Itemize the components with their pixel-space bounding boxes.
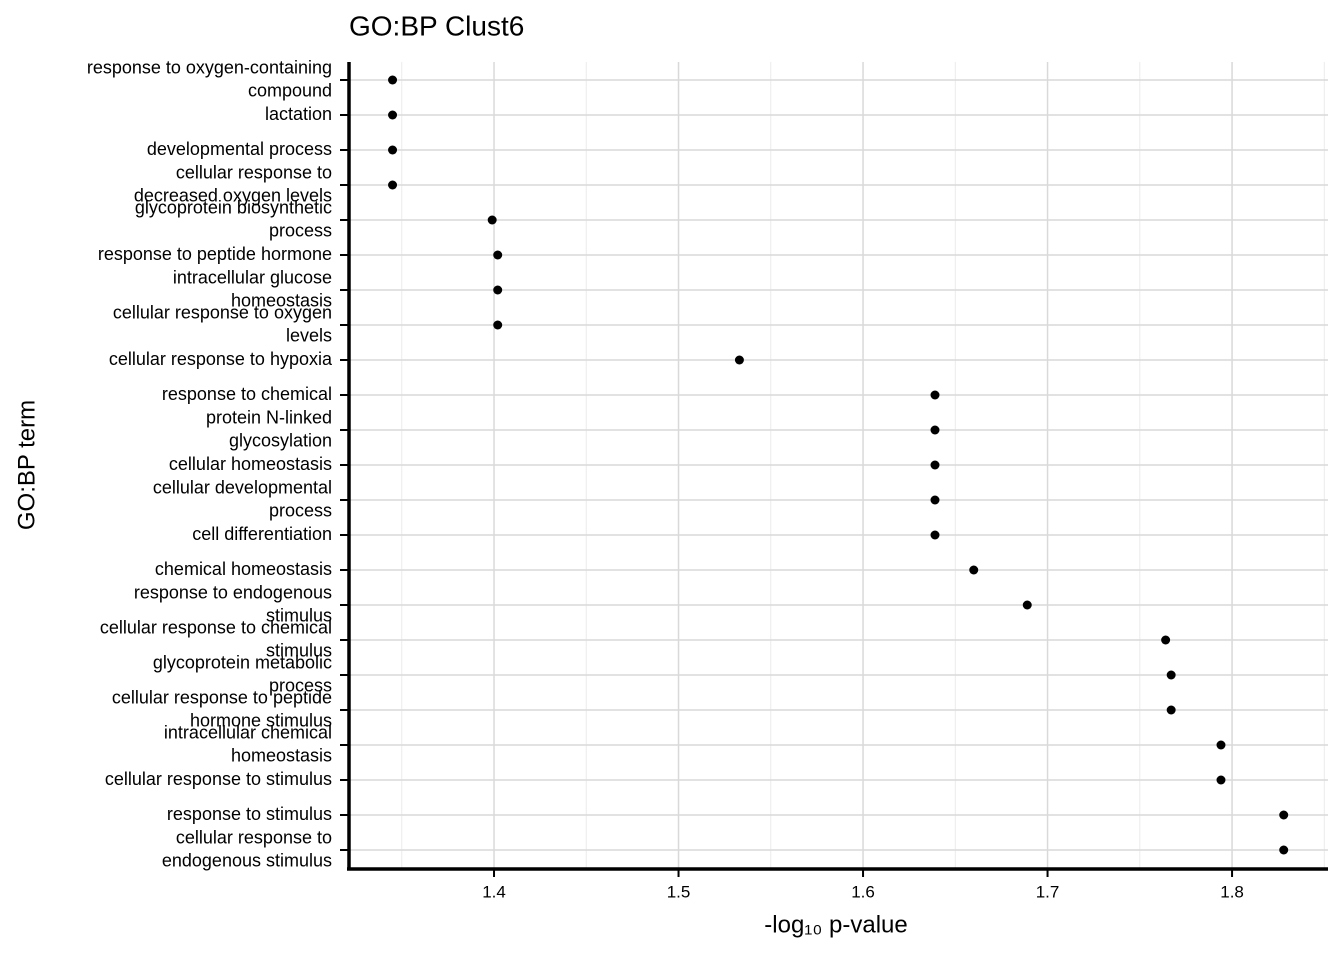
dot <box>930 530 940 540</box>
y-tick-label: chemical homeostasis <box>155 559 332 579</box>
y-tick-label: response to chemical <box>162 384 332 404</box>
dot <box>493 250 503 260</box>
x-tick-label: 1.7 <box>1036 882 1060 901</box>
y-tick-label: glycoprotein biosynthetic process <box>135 197 332 240</box>
x-tick-label: 1.6 <box>851 882 875 901</box>
chart-title: GO:BP Clust6 <box>349 10 524 41</box>
x-tick-label: 1.5 <box>667 882 691 901</box>
dot <box>1279 845 1289 855</box>
y-tick-label: cellular response to peptide hormone stim… <box>112 687 332 730</box>
dot <box>1216 740 1226 750</box>
x-axis-title: -log₁₀ p-value <box>764 911 907 938</box>
dot <box>388 180 398 190</box>
y-tick-label: cellular developmental process <box>153 477 332 520</box>
y-tick-label: cellular response to chemical stimulus <box>100 617 332 660</box>
dot <box>930 460 940 470</box>
y-tick-label: cellular response to stimulus <box>105 769 332 789</box>
y-tick-label: lactation <box>265 104 332 124</box>
dot <box>1166 705 1176 715</box>
dot <box>1166 670 1176 680</box>
x-tick-label: 1.4 <box>482 882 506 901</box>
dot <box>1022 600 1032 610</box>
y-tick-label: cellular response to decreased oxygen lev… <box>134 162 332 205</box>
y-tick-label: response to stimulus <box>167 804 332 824</box>
y-tick-label: intracellular chemical homeostasis <box>164 722 332 765</box>
y-tick-label: intracellular glucose homeostasis <box>173 267 332 310</box>
dot <box>493 285 503 295</box>
y-tick-label: cellular response to endogenous stimulus <box>162 827 332 870</box>
dot <box>1161 635 1171 645</box>
dot <box>388 75 398 85</box>
dot <box>388 145 398 155</box>
y-tick-label: response to oxygen-containing compound <box>87 57 332 100</box>
dot <box>930 390 940 400</box>
dot <box>493 320 503 330</box>
x-tick-label: 1.8 <box>1220 882 1244 901</box>
dot <box>930 495 940 505</box>
y-tick-label: protein N-linked glycosylation <box>206 407 332 450</box>
dot <box>487 215 497 225</box>
y-tick-label: cellular response to oxygen levels <box>113 302 332 345</box>
dot <box>930 425 940 435</box>
y-tick-label: response to endogenous stimulus <box>134 582 332 625</box>
dot <box>734 355 744 365</box>
y-tick-label: cell differentiation <box>192 524 332 544</box>
dot <box>1279 810 1289 820</box>
y-tick-label: response to peptide hormone <box>98 244 332 264</box>
y-tick-label: cellular response to hypoxia <box>109 349 333 369</box>
dot <box>388 110 398 120</box>
dot <box>969 565 979 575</box>
dot <box>1216 775 1226 785</box>
y-tick-label: cellular homeostasis <box>169 454 332 474</box>
y-tick-label: glycoprotein metabolic process <box>153 652 332 695</box>
y-tick-label: developmental process <box>147 139 332 159</box>
y-axis-title: GO:BP term <box>13 400 40 530</box>
